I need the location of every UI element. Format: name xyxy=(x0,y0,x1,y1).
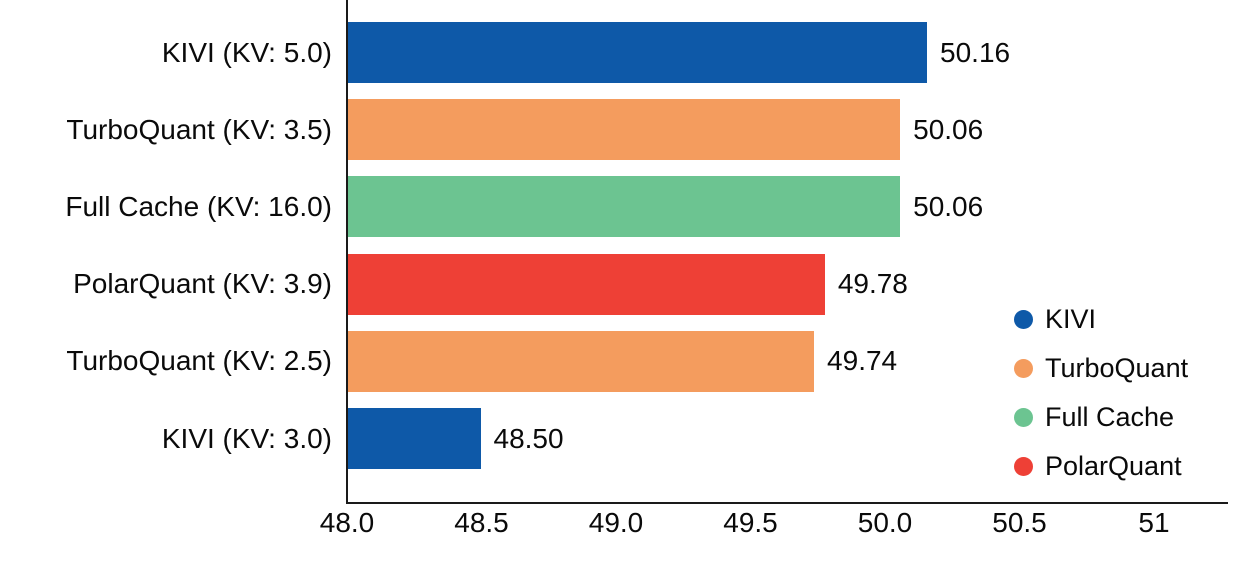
x-tick-label: 49.0 xyxy=(588,507,644,538)
x-axis-line xyxy=(346,502,1228,504)
legend-label: TurboQuant xyxy=(1045,353,1189,383)
legend-item-polarquant: PolarQuant xyxy=(1014,442,1188,491)
category-label: KIVI (KV: 3.0) xyxy=(161,422,332,454)
legend-dot-icon xyxy=(1014,457,1033,476)
category-label: KIVI (KV: 5.0) xyxy=(161,36,332,68)
y-axis-line xyxy=(346,0,348,504)
x-tick-label: 50.5 xyxy=(992,507,1047,538)
x-tick-label: 50.0 xyxy=(857,507,913,538)
legend-label: KIVI xyxy=(1045,304,1097,334)
category-label: PolarQuant (KV: 3.9) xyxy=(73,268,332,300)
legend: KIVI TurboQuant Full Cache PolarQuant xyxy=(1014,295,1188,491)
bar-kivi xyxy=(348,22,928,83)
x-tick-label: 48.5 xyxy=(454,507,509,538)
legend-dot-icon xyxy=(1014,408,1033,427)
bar-turboquant xyxy=(348,99,901,161)
bar-full-cache xyxy=(348,176,901,238)
legend-dot-icon xyxy=(1014,310,1033,329)
legend-item-kivi: KIVI xyxy=(1014,295,1188,344)
category-label: TurboQuant (KV: 2.5) xyxy=(66,345,332,377)
category-label: TurboQuant (KV: 3.5) xyxy=(66,113,332,145)
value-label: 50.06 xyxy=(913,190,984,222)
category-label: Full Cache (KV: 16.0) xyxy=(65,190,332,222)
legend-label: PolarQuant xyxy=(1045,451,1182,481)
value-label: 49.74 xyxy=(827,345,898,377)
legend-dot-icon xyxy=(1014,359,1033,378)
value-label: 50.06 xyxy=(913,113,984,145)
legend-label: Full Cache xyxy=(1045,402,1175,432)
legend-item-turboquant: TurboQuant xyxy=(1014,344,1188,393)
value-label: 48.50 xyxy=(493,422,564,454)
legend-item-full-cache: Full Cache xyxy=(1014,393,1188,442)
bar-kivi xyxy=(348,408,481,469)
bar-turboquant xyxy=(348,330,815,392)
bar-polarquant xyxy=(348,253,825,315)
x-tick-label: 48.0 xyxy=(319,507,375,538)
x-tick-label: 49.5 xyxy=(723,507,778,538)
x-tick-label: 51 xyxy=(1138,507,1170,538)
value-label: 50.16 xyxy=(940,36,1011,68)
value-label: 49.78 xyxy=(837,268,908,300)
